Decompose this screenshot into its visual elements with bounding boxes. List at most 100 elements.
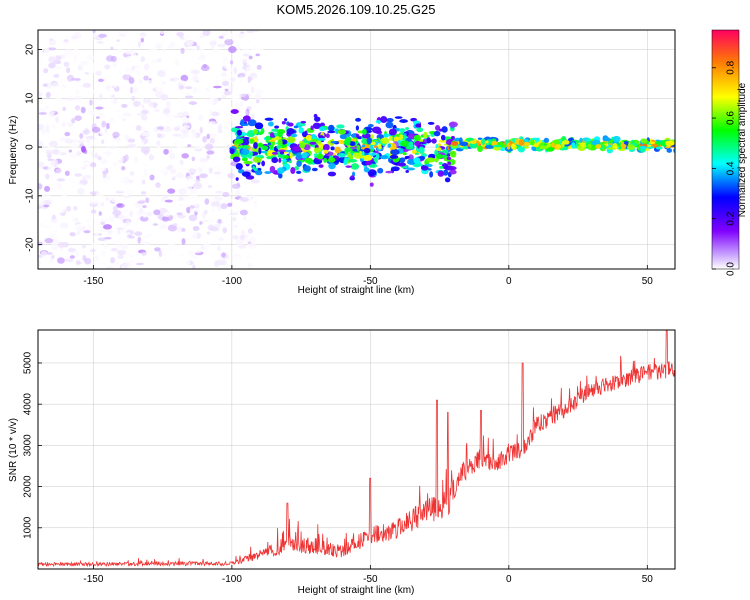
spectrogram-cell [125,55,134,62]
spectrogram-cell [56,178,66,182]
spectrogram-cell [236,182,240,187]
spectrogram-cell [403,148,409,152]
snr-y-tick-label: 2000 [23,475,34,498]
spectrogram-cell [172,247,181,251]
spectrogram-cell [85,212,94,220]
spectrogram-cell [97,156,102,161]
spectrogram-cell [83,230,91,234]
spectrogram-cell [371,126,382,134]
spectrogram-cell [86,223,92,231]
spectrogram-cell [101,165,107,171]
spectrogram-cell [125,231,131,235]
spectrogram-cell [136,140,145,147]
spectrogram-cell [118,189,122,193]
spectrogram-cell [92,89,98,94]
spectrogram-cell [192,179,201,183]
spectrogram-cell [268,121,274,127]
spectrogram-cell [138,79,143,84]
spectrogram-cell [363,154,373,161]
spectrogram-cell [210,154,220,160]
spectrogram-cell [56,108,62,113]
spectrogram-cell [210,201,221,208]
spectrogram-cell [228,46,237,54]
spectrogram-cell [350,163,360,170]
spectrogram-cell [322,143,330,151]
spectrogram-cell [243,160,253,165]
spectrogram-cell [355,125,359,131]
spectrogram-cell [159,222,168,230]
spectrogram-cell [400,140,410,147]
spectrogram-cell [182,117,190,124]
spectrogram-cell [68,149,72,153]
spectrogram-cell [216,153,226,160]
spectrogram-cell [606,147,616,150]
spectrogram-cell [117,47,123,53]
spectrogram-cell [169,168,174,173]
spectrogram-cell [87,254,96,258]
spectrogram-cell [200,188,209,194]
spectrogram-cell [190,69,200,75]
spectrogram-cell [439,165,444,169]
spectrogram-cell [390,143,397,150]
spectrogram-cell [165,114,174,118]
spectrogram-cell [105,153,111,157]
spectrogram-cell [648,141,656,145]
colorbar-ticks: 0.0 0.2 0.4 0.6 0.8 [712,60,737,276]
snr-series-line [38,330,675,568]
spectrogram-cell [328,124,335,132]
spectrogram-cell [655,146,663,150]
spectrogram-cell [151,58,156,64]
spectrogram-cell [93,266,100,269]
spectrogram-cell [95,106,104,110]
spectrogram-cell [73,46,79,53]
spectrogram-cell [117,254,124,260]
spectrogram-cell [240,197,250,202]
spectrogram-cell [361,144,366,148]
spectrogram-cell [356,144,361,152]
spectrogram-cell [137,41,142,48]
spectrogram-cell [98,112,105,116]
spectrogram-cell [255,154,264,158]
spectrogram-cell [523,141,531,147]
spectrogram-cell [189,207,195,214]
spectrogram-cell [141,178,146,185]
spectrogram-cell [446,156,452,160]
spectrogram-cell [441,126,448,133]
spectrogram-cell [286,128,295,135]
spectrogram-cell [367,169,377,177]
spectrogram-cell [55,99,61,107]
spectrogram-cell [233,62,239,67]
spectrogram-cell [77,248,85,251]
spectrogram-cell [154,247,161,252]
spectrogram-cell [338,152,346,158]
spectrogram-cell [254,122,264,130]
spectrogram-cell [406,167,416,171]
spectrogram-cell [181,238,186,245]
spectrogram-cell [43,68,49,74]
spectrogram-cell [415,123,421,128]
spectrogram-cell [195,169,201,177]
spectrogram-cell [243,53,250,57]
spectrogram-cell [141,163,149,167]
spectrogram-cell [221,80,230,87]
spectrogram-cell [141,251,147,256]
spectrogram-cell [188,185,192,191]
spectrogram-cell [258,147,262,155]
spectrogram-cell [90,243,97,249]
spectrogram-cell [72,216,78,224]
spectrogram-cell [245,110,249,116]
spectrogram-cell [57,257,65,264]
spectrogram-cell [174,140,184,148]
spectrogram-cell [213,212,218,219]
spectrogram-cell [230,77,236,82]
spectrogram-cell [112,161,117,168]
spectrogram-cell [246,129,256,137]
figure-title: KOM5.2026.109.10.25.G25 [276,2,435,17]
spectrogram-cell [539,145,548,150]
spectrogram-cell [196,175,200,180]
spectrogram-cell [227,202,233,207]
spectrogram-cell [212,205,218,210]
spectrogram-cell [202,241,211,248]
spectrogram-cell [383,133,390,138]
spectrogram-cell [61,40,71,45]
